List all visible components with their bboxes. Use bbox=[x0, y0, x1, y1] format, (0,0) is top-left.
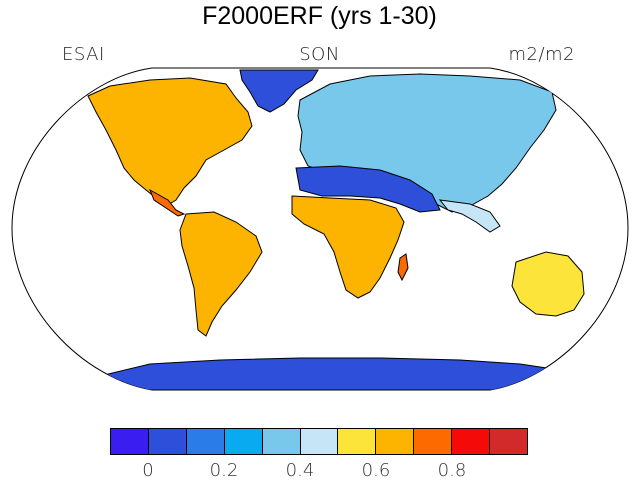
antarctica bbox=[99, 357, 562, 390]
colorbar-tick-label: 0.2 bbox=[209, 460, 239, 481]
sahara-arabia bbox=[295, 165, 441, 213]
colorbar-swatch bbox=[111, 429, 149, 454]
madagascar bbox=[397, 253, 409, 282]
colorbar-swatch bbox=[414, 429, 453, 454]
season-label: SON bbox=[299, 44, 340, 65]
colorbar-swatch bbox=[262, 429, 301, 454]
south-america bbox=[179, 211, 263, 337]
colorbar-tick-label: 0.6 bbox=[361, 460, 391, 481]
greenland bbox=[239, 69, 319, 113]
colorbar-tick-label: 0.8 bbox=[437, 460, 467, 481]
colorbar-swatch bbox=[224, 429, 263, 454]
colorbar-tick-label: 0.4 bbox=[285, 460, 315, 481]
colorbar-swatch bbox=[376, 429, 415, 454]
colorbar-swatch bbox=[338, 429, 377, 454]
colorbar-swatch bbox=[490, 429, 527, 454]
colorbar-swatch bbox=[148, 429, 187, 454]
colorbar-swatch bbox=[186, 429, 225, 454]
central-america bbox=[149, 188, 186, 217]
south-asia bbox=[438, 199, 501, 233]
australia bbox=[511, 251, 585, 317]
north-america bbox=[87, 77, 253, 207]
colorbar-tick-label: 0 bbox=[142, 460, 154, 481]
units-label: m2/m2 bbox=[508, 44, 575, 65]
africa bbox=[291, 195, 405, 299]
map-title: F2000ERF (yrs 1-30) bbox=[202, 2, 437, 30]
colorbar-swatch bbox=[452, 429, 491, 454]
colorbar-swatch bbox=[300, 429, 339, 454]
variable-label: ESAI bbox=[62, 44, 105, 65]
colorbar bbox=[110, 428, 528, 455]
